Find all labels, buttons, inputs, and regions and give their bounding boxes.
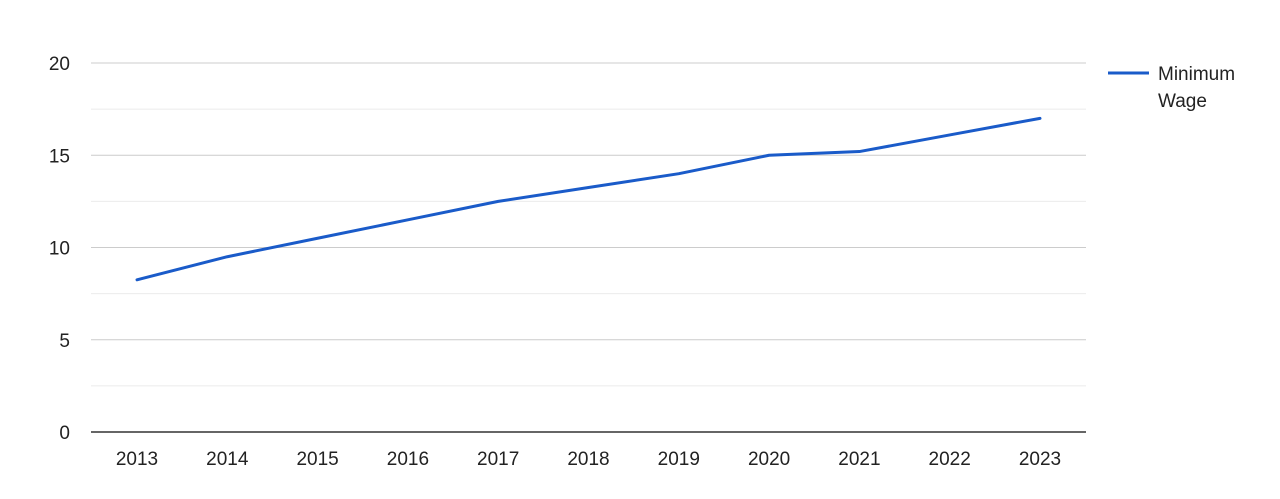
x-tick-label: 2018: [567, 449, 609, 470]
gridlines: [91, 62, 1086, 433]
y-tick-label: 20: [49, 54, 70, 75]
data-point[interactable]: [314, 234, 322, 242]
y-tick-label: 5: [59, 331, 70, 352]
x-tick-label: 2017: [477, 449, 519, 470]
data-point[interactable]: [133, 276, 141, 284]
x-tick-label: 2023: [1019, 449, 1061, 470]
x-tick-label: 2014: [206, 449, 249, 470]
data-point[interactable]: [855, 148, 863, 156]
data-point[interactable]: [585, 184, 593, 192]
x-tick-label: 2022: [929, 449, 971, 470]
data-point[interactable]: [404, 216, 412, 224]
legend-label-line-2: Wage: [1158, 91, 1207, 112]
data-point[interactable]: [946, 131, 954, 139]
legend-label-line-1: Minimum: [1158, 64, 1235, 85]
x-tick-label: 2013: [116, 449, 158, 470]
legend: Minimum Wage: [1108, 64, 1235, 112]
x-tick-label: 2019: [658, 449, 700, 470]
series-line-minimum-wage: [135, 116, 1042, 282]
y-tick-label: 15: [49, 146, 70, 167]
data-point[interactable]: [765, 151, 773, 159]
x-tick-label: 2021: [838, 449, 880, 470]
x-tick-label: 2015: [296, 449, 338, 470]
x-axis: 2013 2014 2015 2016 2017 2018 2019 2020 2021 2022…: [116, 449, 1061, 470]
x-tick-label: 2016: [387, 449, 429, 470]
y-axis: 0 5 10 15 20: [49, 54, 70, 444]
y-tick-label: 10: [49, 239, 70, 260]
data-point[interactable]: [675, 170, 683, 178]
y-tick-label: 0: [59, 423, 70, 444]
x-tick-label: 2020: [748, 449, 790, 470]
data-point[interactable]: [223, 253, 231, 261]
data-point[interactable]: [1036, 114, 1044, 122]
data-point[interactable]: [494, 197, 502, 205]
series-layer: [133, 114, 1044, 284]
